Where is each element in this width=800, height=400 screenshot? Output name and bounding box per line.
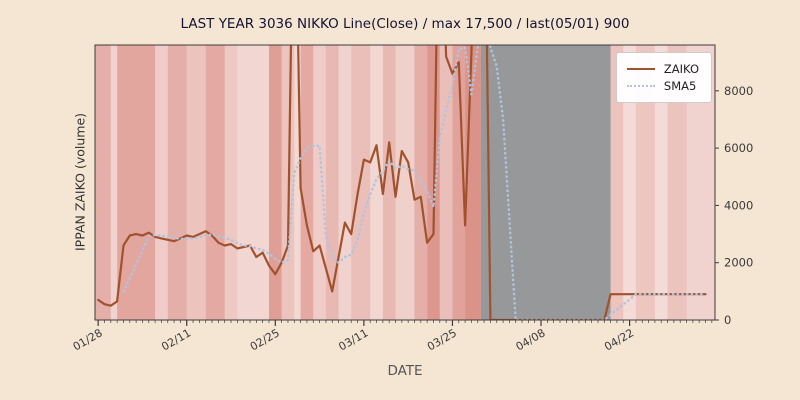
legend: ZAIKO SMA5 <box>615 52 712 103</box>
svg-text:4000: 4000 <box>724 198 753 212</box>
x-axis-label: DATE <box>387 363 423 379</box>
svg-text:04/08: 04/08 <box>514 326 548 353</box>
y-axis-label: IPPAN ZAIKO (volume) <box>72 112 88 252</box>
svg-text:8000: 8000 <box>724 84 753 98</box>
legend-label-sma5: SMA5 <box>663 79 697 93</box>
svg-text:01/28: 01/28 <box>71 326 105 353</box>
svg-text:6000: 6000 <box>724 141 753 155</box>
legend-label-zaiko: ZAIKO <box>663 62 699 76</box>
legend-item-sma5: SMA5 <box>626 79 699 93</box>
chart-title: LAST YEAR 3036 NIKKO Line(Close) / max 1… <box>180 16 630 32</box>
svg-text:03/11: 03/11 <box>336 326 370 353</box>
svg-text:02/11: 02/11 <box>159 326 193 353</box>
legend-item-zaiko: ZAIKO <box>626 62 699 76</box>
svg-text:2000: 2000 <box>724 256 753 270</box>
svg-text:03/25: 03/25 <box>425 326 459 353</box>
svg-text:02/25: 02/25 <box>248 326 282 353</box>
sma5-line-swatch <box>626 85 655 87</box>
svg-text:0: 0 <box>724 313 731 327</box>
svg-text:04/22: 04/22 <box>602 326 636 353</box>
zaiko-line-swatch <box>626 68 655 70</box>
